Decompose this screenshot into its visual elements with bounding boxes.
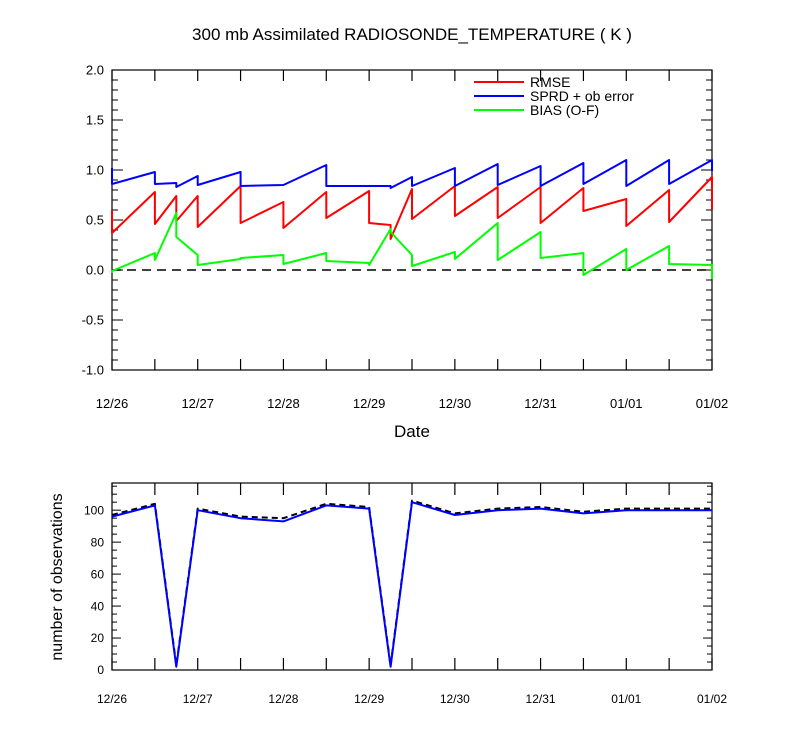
y-tick-label: 100: [84, 503, 104, 517]
x-tick-label: 12/30: [440, 692, 470, 706]
y-tick-label: 80: [91, 535, 105, 549]
y-tick-label: 60: [91, 567, 105, 581]
series-line-sprd-ob-error: [111, 159, 713, 189]
bottom-y-axis-label: number of observations: [49, 493, 66, 660]
x-tick-label: 12/26: [96, 396, 129, 411]
x-tick-label: 12/28: [268, 692, 298, 706]
y-tick-label: -1.0: [82, 363, 104, 378]
y-tick-label: 20: [91, 631, 105, 645]
rmse-chart: 12/26 12/27 12/28 12/29 12/30 12/31 01/01 01/02…: [82, 63, 729, 411]
x-tick-label: 12/27: [183, 692, 213, 706]
x-tick-label: 01/01: [610, 396, 643, 411]
x-tick-label: 12/29: [354, 692, 384, 706]
x-tick-label: 01/02: [696, 396, 729, 411]
x-tick-label: 12/27: [181, 396, 214, 411]
y-tick-label: 0.0: [86, 263, 104, 278]
observation-count-chart: 12/26 12/27 12/28 12/29 12/30 12/31 01/01 01/02…: [84, 482, 727, 706]
series-line-solid: [111, 501, 712, 668]
x-tick-label: 12/28: [267, 396, 300, 411]
series-line-bias-o-f: [111, 212, 713, 279]
legend-label: RMSE: [530, 74, 570, 90]
x-tick-label: 12/30: [439, 396, 472, 411]
x-tick-label: 12/29: [353, 396, 386, 411]
x-tick-label: 01/02: [697, 692, 727, 706]
x-tick-label: 12/26: [97, 692, 127, 706]
y-tick-label: 1.0: [86, 163, 104, 178]
legend-label: SPRD + ob error: [530, 88, 634, 104]
legend-label: BIAS (O-F): [530, 102, 599, 118]
x-tick-label: 12/31: [524, 396, 557, 411]
top-x-axis-label: Date: [394, 422, 430, 441]
y-tick-label: 1.5: [86, 113, 104, 128]
y-tick-label: 2.0: [86, 63, 104, 78]
series-line-dashed: [111, 499, 712, 667]
x-tick-label: 01/01: [611, 692, 641, 706]
chart-title: 300 mb Assimilated RADIOSONDE_TEMPERATUR…: [192, 25, 632, 44]
y-tick-label: -0.5: [82, 313, 104, 328]
y-tick-label: 40: [91, 599, 105, 613]
y-tick-label: 0.5: [86, 213, 104, 228]
x-tick-label: 12/31: [526, 692, 556, 706]
y-tick-label: 0: [97, 663, 104, 677]
